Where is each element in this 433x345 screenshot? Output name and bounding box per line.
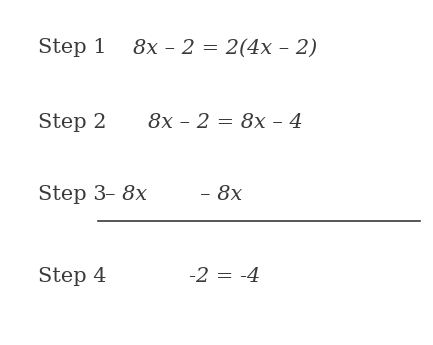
Text: Step 4: Step 4: [38, 267, 107, 286]
Text: Step 3: Step 3: [38, 185, 107, 204]
Text: -2 = -4: -2 = -4: [189, 267, 261, 286]
Text: 8x – 2 = 2(4x – 2): 8x – 2 = 2(4x – 2): [133, 38, 317, 57]
Text: Step 2: Step 2: [38, 112, 107, 131]
Text: – 8x        – 8x: – 8x – 8x: [105, 185, 242, 204]
Text: Step 1: Step 1: [38, 38, 107, 57]
Text: 8x – 2 = 8x – 4: 8x – 2 = 8x – 4: [148, 112, 302, 131]
